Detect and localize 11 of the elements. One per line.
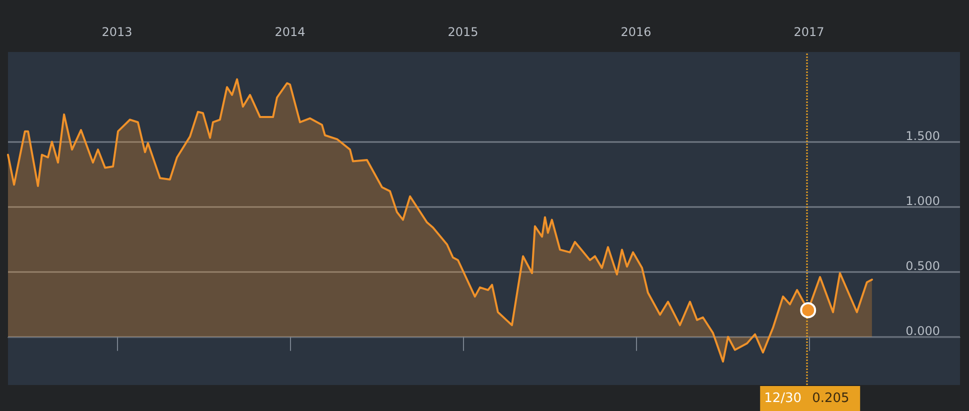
x-tick-label: 2015 — [448, 25, 478, 39]
x-tick-label: 2013 — [102, 25, 132, 39]
y-tick-label: 0.500 — [906, 258, 940, 273]
text: 0.205 — [812, 391, 850, 406]
x-tick-label: 2016 — [620, 25, 652, 39]
text: 12/30 — [764, 391, 802, 406]
y-tick-label: 1.000 — [906, 194, 940, 208]
x-tick-label: 2017 — [794, 25, 824, 39]
x-tick-label: 2014 — [274, 25, 306, 39]
y-tick-label: 0.000 — [906, 324, 940, 338]
y-tick-label: 1.500 — [906, 128, 940, 143]
